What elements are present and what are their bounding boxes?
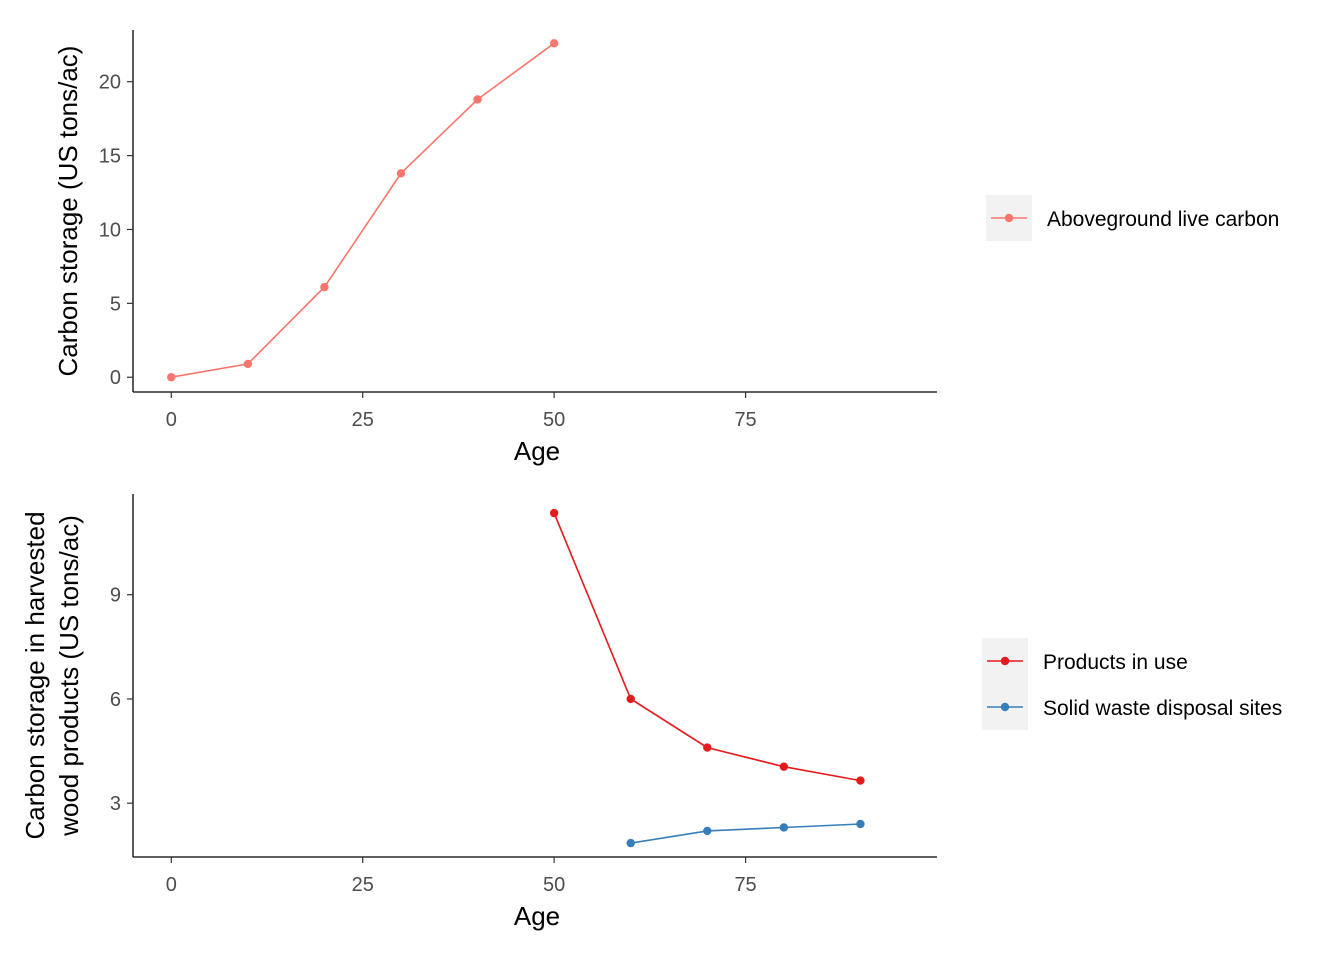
y-tick-label: 5 xyxy=(110,293,121,315)
y-tick-label: 6 xyxy=(110,689,121,711)
data-point xyxy=(779,823,789,832)
data-point xyxy=(320,282,329,292)
y-tick-label: 20 xyxy=(99,72,121,94)
x-tick-label: 25 xyxy=(352,874,374,896)
y-tick-label: 15 xyxy=(99,146,121,168)
legend-label: Solid waste disposal sites xyxy=(1043,697,1282,720)
x-tick-label: 25 xyxy=(352,409,374,431)
legend: Aboveground live carbon xyxy=(986,195,1279,241)
x-tick-label: 0 xyxy=(166,409,177,431)
x-axis-title: Age xyxy=(514,436,560,466)
x-tick-label: 75 xyxy=(734,409,756,431)
legend-key-point xyxy=(1004,213,1014,223)
data-point xyxy=(703,743,712,752)
legend-label: Aboveground live carbon xyxy=(1047,208,1279,231)
legend-key-point xyxy=(1000,702,1010,712)
data-point xyxy=(626,838,635,848)
x-axis-title: Age xyxy=(514,901,560,931)
y-axis-title-line: Carbon storage in harvested xyxy=(20,511,50,839)
data-point xyxy=(856,819,865,829)
series-line xyxy=(553,512,861,782)
y-tick-label: 9 xyxy=(110,585,121,607)
y-tick-label: 10 xyxy=(99,219,121,241)
data-point xyxy=(703,826,712,836)
x-tick-label: 75 xyxy=(734,874,756,896)
panel-2: 0 25 50 75 3 6 9 Age Carbon storage in harvested… xyxy=(20,494,1282,931)
y-tick-label: 3 xyxy=(110,793,121,815)
data-point xyxy=(243,359,253,369)
y-axis-title: Carbon storage in harvested wood products… xyxy=(20,511,84,839)
legend-key-background xyxy=(982,638,1028,730)
x-tick-label: 50 xyxy=(543,409,565,431)
x-tick-label: 50 xyxy=(543,874,565,896)
y-axis-title: Carbon storage (US tons/ac) xyxy=(53,46,83,377)
series-line xyxy=(630,823,861,844)
series-line xyxy=(171,42,555,378)
data-point xyxy=(779,762,789,771)
data-point xyxy=(549,39,559,48)
data-point xyxy=(856,776,865,785)
data-point xyxy=(549,508,559,518)
legend-key-point xyxy=(1000,656,1010,666)
legend-label: Products in use xyxy=(1043,651,1188,674)
data-point xyxy=(396,169,406,178)
y-tick-label: 0 xyxy=(110,367,121,389)
y-axis-title-line: wood products (US tons/ac) xyxy=(54,515,84,837)
data-point xyxy=(167,373,176,382)
legend: Products in use Solid waste disposal site… xyxy=(982,638,1282,730)
data-point xyxy=(473,95,482,104)
x-tick-label: 0 xyxy=(166,874,177,896)
panel-1: 0 25 50 75 0 5 10 15 20 Age Carbon storage (US ton… xyxy=(53,30,1279,466)
data-point xyxy=(626,694,635,704)
